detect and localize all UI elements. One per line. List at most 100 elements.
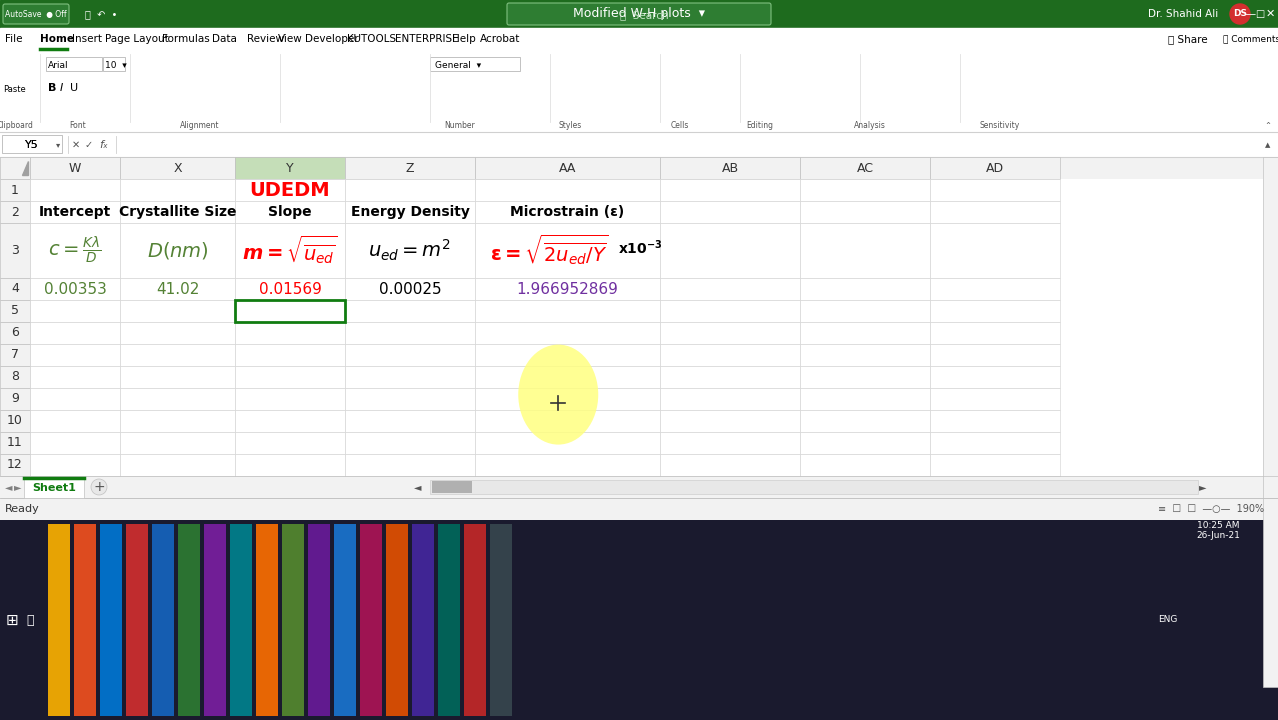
- Bar: [235, 432, 345, 454]
- Bar: [235, 454, 345, 476]
- Text: Insert: Insert: [72, 34, 102, 44]
- Bar: [659, 201, 800, 223]
- Bar: [659, 344, 800, 366]
- Bar: [475, 179, 659, 201]
- Text: Sheet1: Sheet1: [32, 483, 75, 493]
- Bar: [120, 454, 235, 476]
- Bar: [800, 388, 930, 410]
- Bar: [0, 454, 29, 476]
- Bar: [29, 432, 120, 454]
- Text: $\mathbf{x10^{-3}}$: $\mathbf{x10^{-3}}$: [617, 238, 662, 257]
- FancyBboxPatch shape: [3, 4, 69, 24]
- Text: Home: Home: [40, 34, 74, 44]
- Bar: [345, 322, 475, 344]
- Bar: [475, 201, 659, 223]
- Text: 7: 7: [12, 348, 19, 361]
- Text: 🔍: 🔍: [27, 613, 33, 626]
- Text: I: I: [60, 83, 63, 93]
- Text: Z: Z: [405, 161, 414, 174]
- Bar: [235, 300, 345, 322]
- Bar: [235, 388, 345, 410]
- Bar: [0, 432, 29, 454]
- Bar: [308, 524, 330, 716]
- Bar: [345, 388, 475, 410]
- Bar: [659, 300, 800, 322]
- Text: 0.00025: 0.00025: [378, 282, 441, 297]
- Bar: [930, 300, 1059, 322]
- Bar: [120, 179, 235, 201]
- Bar: [475, 223, 659, 278]
- Bar: [345, 344, 475, 366]
- Bar: [659, 410, 800, 432]
- Bar: [345, 179, 475, 201]
- Bar: [800, 179, 930, 201]
- Bar: [29, 454, 120, 476]
- Text: $D(nm)$: $D(nm)$: [147, 240, 208, 261]
- Bar: [930, 179, 1059, 201]
- Text: AD: AD: [985, 161, 1005, 174]
- Text: Analysis: Analysis: [854, 122, 886, 130]
- Bar: [29, 300, 120, 322]
- Bar: [178, 524, 199, 716]
- Bar: [800, 344, 930, 366]
- Bar: [29, 223, 120, 278]
- Bar: [386, 524, 408, 716]
- Bar: [235, 201, 345, 223]
- Bar: [360, 524, 382, 716]
- Bar: [800, 278, 930, 300]
- Text: $u_{ed} = m^2$: $u_{ed} = m^2$: [368, 238, 451, 263]
- Bar: [345, 201, 475, 223]
- Bar: [930, 432, 1059, 454]
- Text: 3: 3: [12, 244, 19, 257]
- Bar: [0, 157, 29, 179]
- Text: 4: 4: [12, 282, 19, 295]
- Text: Y5: Y5: [26, 140, 38, 150]
- Text: 1.966952869: 1.966952869: [516, 282, 619, 297]
- Bar: [345, 300, 475, 322]
- Bar: [100, 524, 121, 716]
- Bar: [475, 344, 659, 366]
- Bar: [49, 524, 70, 716]
- Text: Dr. Shahid Ali: Dr. Shahid Ali: [1148, 9, 1218, 19]
- Bar: [800, 300, 930, 322]
- Text: General  ▾: General ▾: [435, 60, 481, 70]
- Bar: [29, 366, 120, 388]
- Text: Y5: Y5: [26, 140, 38, 150]
- Text: File: File: [5, 34, 23, 44]
- Text: Formulas: Formulas: [162, 34, 210, 44]
- Bar: [345, 432, 475, 454]
- Bar: [104, 57, 125, 71]
- Bar: [432, 481, 472, 493]
- Bar: [475, 432, 659, 454]
- Bar: [0, 366, 29, 388]
- Text: 10  ▾: 10 ▾: [105, 60, 127, 70]
- Bar: [464, 524, 486, 716]
- Bar: [659, 366, 800, 388]
- Bar: [930, 278, 1059, 300]
- Text: Paste: Paste: [4, 86, 27, 94]
- Text: ✕: ✕: [72, 140, 81, 150]
- Text: ✓: ✓: [84, 140, 93, 150]
- Text: 10:25 AM: 10:25 AM: [1196, 521, 1240, 531]
- Text: 1: 1: [12, 184, 19, 197]
- Ellipse shape: [519, 345, 598, 444]
- Bar: [29, 179, 120, 201]
- Bar: [230, 524, 252, 716]
- Text: Ready: Ready: [5, 504, 40, 514]
- Text: 💾  ↶  •: 💾 ↶ •: [86, 9, 118, 19]
- Text: —: —: [1245, 9, 1255, 19]
- Text: $\boldsymbol{m = \sqrt{\overline{u_{ed}}}}$: $\boldsymbol{m = \sqrt{\overline{u_{ed}}…: [243, 234, 337, 267]
- Bar: [120, 157, 235, 179]
- Bar: [475, 157, 659, 179]
- Text: 5: 5: [12, 305, 19, 318]
- Text: ≡  ☐  ☐  —○—  190%: ≡ ☐ ☐ —○— 190%: [1158, 504, 1264, 514]
- Bar: [475, 366, 659, 388]
- Bar: [0, 498, 1278, 520]
- Text: ►: ►: [1199, 482, 1206, 492]
- Bar: [256, 524, 279, 716]
- Bar: [475, 388, 659, 410]
- Text: W: W: [69, 161, 82, 174]
- Bar: [930, 366, 1059, 388]
- Bar: [0, 410, 29, 432]
- Text: Number: Number: [445, 122, 475, 130]
